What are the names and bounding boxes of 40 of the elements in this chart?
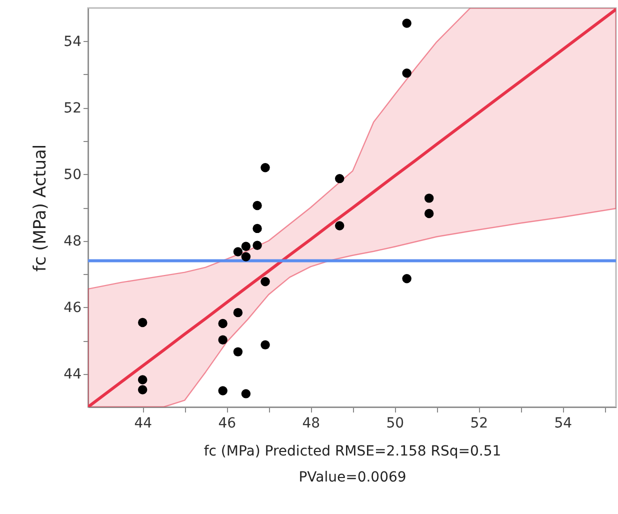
x-tick-label: 54 [554,416,572,432]
point [335,174,344,184]
point [241,242,251,252]
y-tick-label: 46 [64,300,82,316]
point [424,194,434,203]
point [138,318,148,328]
point [241,389,251,398]
x-tick-label: 52 [470,416,488,432]
y-tick-label: 54 [64,34,82,50]
point [218,335,228,344]
point [424,208,434,218]
x-tick-label: 48 [302,416,320,432]
point [233,247,243,256]
point [138,375,148,384]
point [252,200,262,210]
point [260,340,270,350]
point [402,18,412,28]
y-tick-label: 44 [64,366,82,382]
point [260,277,270,286]
x-tick-label: 44 [134,416,152,432]
y-tick-label: 52 [64,100,82,116]
point [218,318,228,328]
point [233,347,243,356]
point [260,163,270,172]
point [252,240,262,250]
point [402,68,412,78]
point [252,224,262,234]
point [402,274,412,284]
point [218,386,228,396]
x-tick-label: 46 [218,416,236,432]
point [138,385,148,394]
y-axis-title: fc (MPa) Actual [30,144,51,272]
text: PValue=0.0069 [298,470,406,486]
y-tick-label: 50 [64,166,82,183]
x-axis-title: fc (MPa) Predicted RMSE=2.158 RSq=0.51 [204,444,502,460]
x-tick-label: 50 [386,416,404,432]
point [335,221,344,230]
y-tick-label: 48 [64,233,82,250]
point [241,252,251,262]
point [233,308,243,318]
